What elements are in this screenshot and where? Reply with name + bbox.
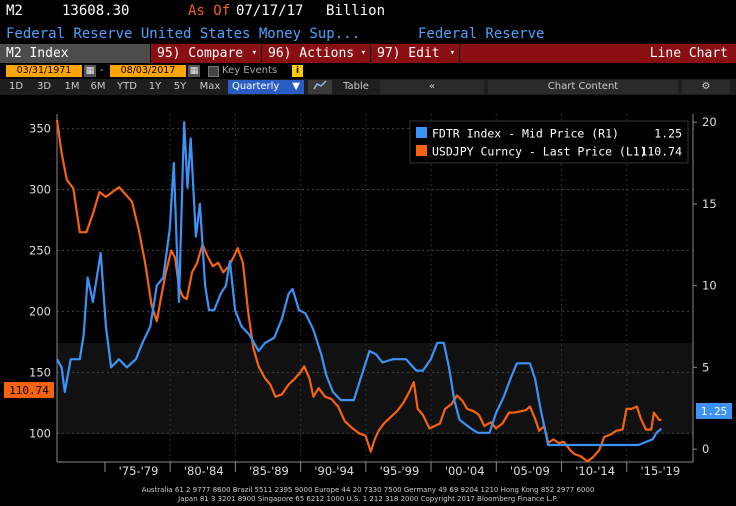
chart-type-label: Line Chart: [460, 44, 736, 63]
x-tick-label: '75-'79: [119, 464, 159, 478]
chart-content-button[interactable]: Chart Content: [488, 80, 678, 94]
period-max-button[interactable]: Max: [199, 81, 221, 92]
legend-label-fdtr: FDTR Index - Mid Price (R1): [432, 127, 619, 141]
left-badge-text: 110.74: [9, 384, 49, 397]
x-tick-label: '15-'19: [641, 464, 681, 478]
source-text: Federal Reserve: [418, 26, 545, 42]
start-date-input[interactable]: 03/31/1971: [6, 65, 82, 77]
footer: Australia 61 2 9777 8600 Brazil 5511 239…: [0, 486, 736, 504]
left-tick-label: 250: [29, 243, 51, 257]
left-tick-label: 200: [29, 304, 51, 318]
frequency-value: Quarterly: [232, 81, 280, 92]
right-badge-bg: [696, 403, 732, 419]
period-3d-button[interactable]: 3D: [36, 81, 52, 92]
end-date-input[interactable]: 08/03/2017: [110, 65, 186, 77]
description-text: Federal Reserve United States Money Sup.…: [6, 26, 361, 42]
security-field-text: M2 Index: [6, 46, 69, 61]
period-6m-button[interactable]: 6M: [90, 81, 106, 92]
footer-line-1: Australia 61 2 9777 8600 Brazil 5511 239…: [141, 486, 595, 494]
left-tick-label: 350: [29, 122, 51, 136]
edit-label: 97) Edit: [377, 46, 440, 61]
chevron-down-icon: ▼: [292, 81, 300, 92]
x-tick-label: '80-'84: [184, 464, 224, 478]
legend-swatch-fdtr: [416, 127, 427, 138]
right-tick-label: 15: [702, 197, 717, 211]
security-header: M2 13608.30 As Of 07/17/17 Billion: [0, 0, 736, 22]
right-tick-label: 20: [702, 115, 717, 129]
line-chart: 100 150 200 250 300 350 0 5 10 15 20 '75-'79 '80-'…: [0, 96, 736, 482]
x-tick-label: '10-'14: [575, 464, 615, 478]
frequency-select[interactable]: Quarterly ▼: [228, 80, 304, 94]
as-of-date: 07/17/17: [236, 3, 304, 19]
period-1y-button[interactable]: 1Y: [148, 81, 162, 92]
actions-button[interactable]: 96) Actions ▾: [262, 44, 370, 63]
date-separator: -: [100, 65, 104, 76]
edit-dropdown-icon: ▾: [449, 48, 455, 58]
table-button[interactable]: Table: [343, 81, 369, 92]
x-tick-label: '85-'89: [249, 464, 289, 478]
compare-dropdown-icon: ▾: [251, 48, 257, 58]
right-tick-label: 10: [702, 279, 717, 293]
x-tick-label: '05-'09: [510, 464, 550, 478]
left-tick-label: 300: [29, 183, 51, 197]
footer-line-2: Japan 81 3 3201 8900 Singapore 65 6212 1…: [178, 495, 558, 503]
toolbar: M2 Index 95) Compare ▾ 96) Actions ▾ 97)…: [0, 44, 736, 63]
legend-label-usdjpy: USDJPY Curncy - Last Price (L1): [432, 145, 647, 159]
legend-swatch-usdjpy: [416, 145, 427, 156]
legend: FDTR Index - Mid Price (R1) 1.25 USDJPY …: [409, 120, 689, 164]
period-ytd-button[interactable]: YTD: [117, 81, 137, 92]
date-range-bar: 03/31/1971 ▦ - 08/03/2017 ▦ Key Events i: [0, 63, 736, 79]
left-tick-label: 100: [29, 426, 51, 440]
left-tick-label: 150: [29, 365, 51, 379]
period-5y-button[interactable]: 5Y: [173, 81, 187, 92]
key-events-label: Key Events: [222, 65, 278, 76]
left-badge-bg: [4, 382, 54, 398]
left-value-badge: 110.74: [4, 382, 54, 398]
as-of-label: As Of: [188, 3, 231, 19]
calendar-icon[interactable]: ▦: [188, 65, 200, 77]
x-axis: '75-'79 '80-'84 '85-'89 '90-'94 '95-'99 '00-'…: [57, 461, 693, 478]
security-description: Federal Reserve United States Money Sup.…: [0, 24, 736, 44]
right-value-badge: 1.25: [696, 403, 732, 419]
legend-value-usdjpy: 110.74: [640, 145, 682, 159]
legend-value-fdtr: 1.25: [654, 127, 682, 141]
x-tick-label: '90-'94: [314, 464, 354, 478]
right-axis: 0 5 10 15 20: [692, 114, 717, 462]
grid: [57, 114, 693, 462]
compare-label: 95) Compare: [157, 46, 244, 61]
calendar-icon[interactable]: ▦: [84, 65, 96, 77]
right-badge-text: 1.25: [701, 405, 728, 418]
legend-box: [409, 120, 689, 164]
right-tick-label: 5: [702, 360, 709, 374]
left-axis: 100 150 200 250 300 350: [29, 114, 58, 462]
right-tick-label: 0: [702, 442, 709, 456]
security-field[interactable]: M2 Index: [0, 44, 150, 63]
line-chart-icon[interactable]: [308, 80, 332, 94]
info-icon[interactable]: i: [292, 65, 303, 77]
actions-dropdown-icon: ▾: [360, 48, 366, 58]
back-button[interactable]: «: [380, 80, 484, 94]
gear-icon[interactable]: ⚙: [682, 80, 730, 94]
chart-shaded-band: [57, 343, 693, 434]
ticker-value: 13608.30: [62, 3, 130, 19]
compare-button[interactable]: 95) Compare ▾: [151, 44, 261, 63]
period-1m-button[interactable]: 1M: [64, 81, 80, 92]
ticker: M2: [6, 3, 23, 19]
period-bar: 1D 3D 1M 6M YTD 1Y 5Y Max Quarterly ▼ Ta…: [0, 79, 736, 95]
chart-type-text: Line Chart: [649, 46, 728, 61]
x-tick-label: '95-'99: [380, 464, 420, 478]
fdtr-line: [56, 121, 663, 447]
period-1d-button[interactable]: 1D: [8, 81, 24, 92]
x-tick-label: '00-'04: [445, 464, 485, 478]
actions-label: 96) Actions: [268, 46, 355, 61]
unit-label: Billion: [326, 3, 386, 19]
edit-button[interactable]: 97) Edit ▾: [371, 44, 459, 63]
key-events-checkbox[interactable]: [208, 66, 219, 77]
